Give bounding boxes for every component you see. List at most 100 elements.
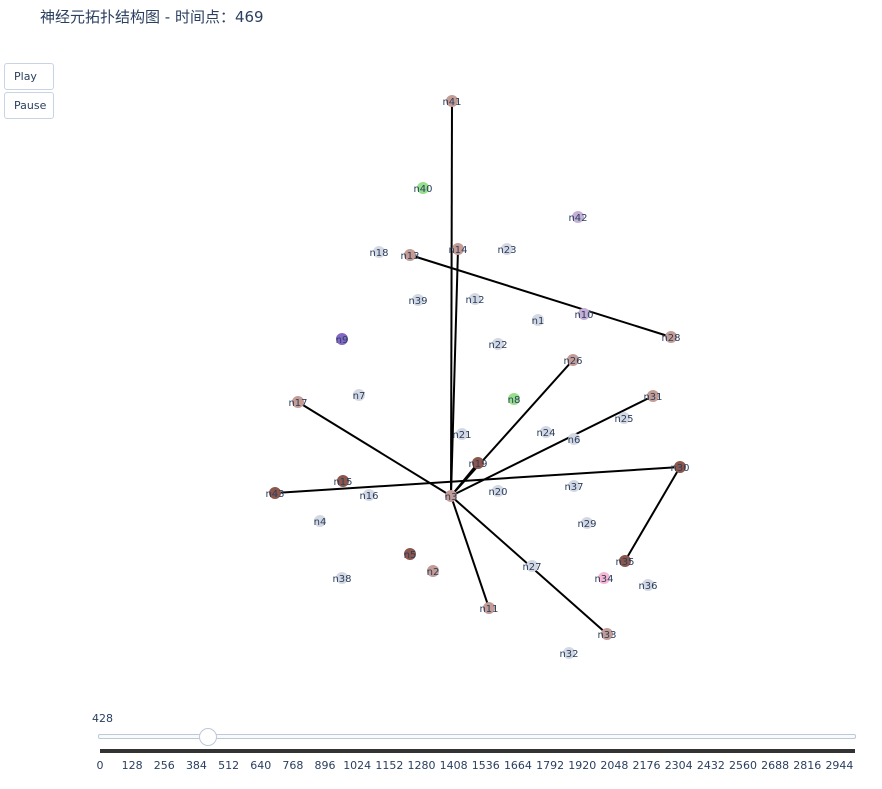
- node-n40[interactable]: n40: [413, 182, 433, 195]
- node-n43[interactable]: n43: [265, 487, 285, 500]
- pause-button[interactable]: Pause: [4, 92, 54, 119]
- node-marker[interactable]: [446, 95, 458, 107]
- node-marker[interactable]: [563, 647, 575, 659]
- node-marker[interactable]: [532, 314, 544, 326]
- node-n20[interactable]: n20: [488, 485, 508, 498]
- node-marker[interactable]: [618, 412, 630, 424]
- node-n32[interactable]: n32: [559, 647, 579, 660]
- node-label: n40: [413, 184, 432, 195]
- slider-tick-label: 1408: [439, 759, 468, 772]
- node-n21[interactable]: n21: [452, 428, 472, 441]
- node-marker[interactable]: [568, 480, 580, 492]
- node-n30[interactable]: n30: [670, 461, 690, 474]
- node-marker[interactable]: [647, 390, 659, 402]
- node-marker[interactable]: [492, 485, 504, 497]
- node-marker[interactable]: [336, 572, 348, 584]
- node-n5[interactable]: n5: [404, 548, 417, 561]
- node-marker[interactable]: [665, 331, 677, 343]
- node-marker[interactable]: [445, 490, 457, 502]
- node-marker[interactable]: [336, 333, 348, 345]
- node-marker[interactable]: [483, 602, 495, 614]
- node-marker[interactable]: [508, 393, 520, 405]
- edge-n3-n17: [297, 401, 452, 497]
- node-n24[interactable]: n24: [536, 426, 556, 439]
- node-n38[interactable]: n38: [332, 572, 352, 585]
- node-n19[interactable]: n19: [468, 457, 488, 470]
- node-marker[interactable]: [501, 243, 513, 255]
- node-n8[interactable]: n8: [508, 393, 521, 406]
- node-n33[interactable]: n33: [597, 628, 617, 641]
- node-n1[interactable]: n1: [532, 314, 545, 327]
- node-n42[interactable]: n42: [568, 211, 588, 224]
- node-marker[interactable]: [404, 249, 416, 261]
- node-marker[interactable]: [469, 293, 481, 305]
- node-marker[interactable]: [581, 517, 593, 529]
- node-n37[interactable]: n37: [564, 480, 584, 493]
- node-marker[interactable]: [472, 457, 484, 469]
- node-n13[interactable]: n13: [400, 249, 420, 262]
- node-marker[interactable]: [598, 572, 610, 584]
- node-n39[interactable]: n39: [408, 294, 428, 307]
- node-marker[interactable]: [578, 308, 590, 320]
- node-n41[interactable]: n41: [442, 95, 462, 108]
- node-marker[interactable]: [456, 428, 468, 440]
- node-n10[interactable]: n10: [574, 308, 594, 321]
- node-n11[interactable]: n11: [479, 602, 499, 615]
- node-marker[interactable]: [292, 396, 304, 408]
- node-marker[interactable]: [373, 246, 385, 258]
- node-marker[interactable]: [404, 548, 416, 560]
- node-marker[interactable]: [337, 475, 349, 487]
- node-n12[interactable]: n12: [465, 293, 485, 306]
- node-n7[interactable]: n7: [353, 389, 366, 402]
- node-n23[interactable]: n23: [497, 243, 517, 256]
- node-n15[interactable]: n15: [333, 475, 353, 488]
- node-n17[interactable]: n17: [288, 396, 308, 409]
- node-marker[interactable]: [526, 560, 538, 572]
- node-n2[interactable]: n2: [427, 565, 440, 578]
- node-n9[interactable]: n9: [336, 333, 349, 346]
- node-label: n3: [445, 492, 458, 503]
- node-marker[interactable]: [619, 555, 631, 567]
- node-marker[interactable]: [412, 294, 424, 306]
- node-n29[interactable]: n29: [577, 517, 597, 530]
- node-n36[interactable]: n36: [638, 579, 658, 592]
- node-marker[interactable]: [540, 426, 552, 438]
- node-marker[interactable]: [572, 211, 584, 223]
- node-n22[interactable]: n22: [488, 338, 508, 351]
- node-label: n27: [522, 562, 541, 573]
- node-n27[interactable]: n27: [522, 560, 542, 573]
- node-marker[interactable]: [353, 389, 365, 401]
- node-marker[interactable]: [314, 515, 326, 527]
- node-n25[interactable]: n25: [614, 412, 634, 425]
- node-n34[interactable]: n34: [594, 572, 614, 585]
- node-marker[interactable]: [269, 487, 281, 499]
- node-n28[interactable]: n28: [661, 331, 681, 344]
- node-marker[interactable]: [642, 579, 654, 591]
- node-label: n2: [427, 567, 440, 578]
- node-n18[interactable]: n18: [369, 246, 389, 259]
- node-marker[interactable]: [427, 565, 439, 577]
- slider-tick-label: 2048: [600, 759, 629, 772]
- node-n35[interactable]: n35: [615, 555, 635, 568]
- node-n6[interactable]: n6: [568, 433, 581, 446]
- node-label: n35: [615, 557, 634, 568]
- node-marker[interactable]: [492, 338, 504, 350]
- node-marker[interactable]: [417, 182, 429, 194]
- node-n31[interactable]: n31: [643, 390, 663, 403]
- slider-handle[interactable]: [198, 728, 217, 746]
- play-button[interactable]: Play: [4, 63, 54, 90]
- node-n3[interactable]: n3: [445, 490, 458, 503]
- node-marker[interactable]: [568, 433, 580, 445]
- node-n14[interactable]: n14: [448, 243, 468, 256]
- node-label: n31: [643, 392, 662, 403]
- node-label: n41: [442, 97, 461, 108]
- node-marker[interactable]: [567, 354, 579, 366]
- node-marker[interactable]: [674, 461, 686, 473]
- node-n26[interactable]: n26: [563, 354, 583, 367]
- node-marker[interactable]: [601, 628, 613, 640]
- slider-rail[interactable]: [98, 734, 856, 739]
- node-n16[interactable]: n16: [359, 489, 379, 502]
- node-n4[interactable]: n4: [314, 515, 327, 528]
- node-marker[interactable]: [363, 489, 375, 501]
- node-marker[interactable]: [452, 243, 464, 255]
